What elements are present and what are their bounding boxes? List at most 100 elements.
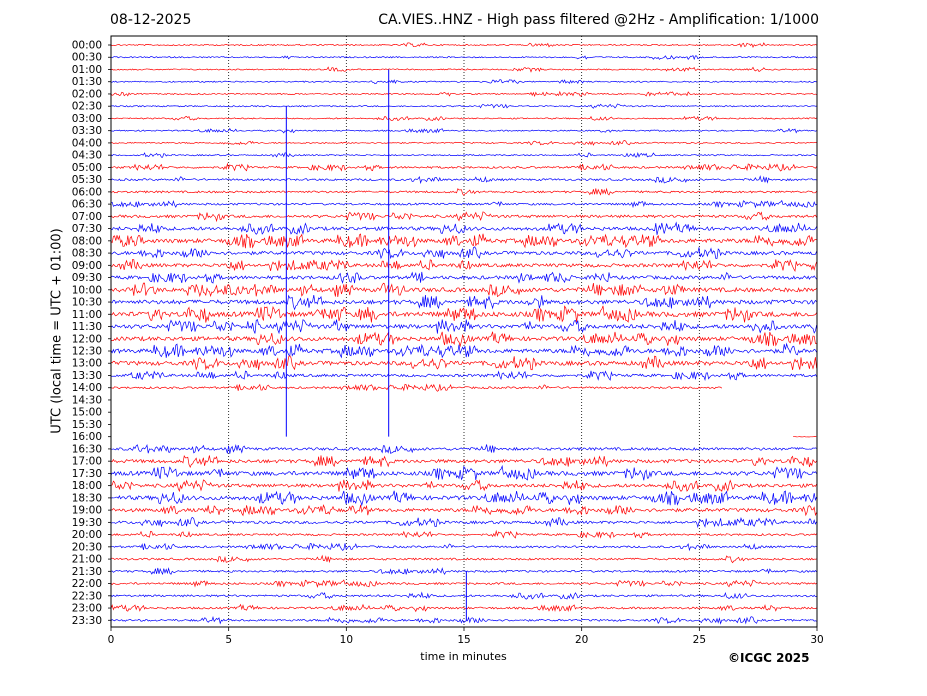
y-tick-label: 05:00 — [72, 162, 102, 174]
trace-21:30 — [110, 567, 817, 576]
x-tick-label: 30 — [810, 634, 823, 646]
y-tick-label: 19:00 — [72, 505, 102, 517]
x-tick-label: 25 — [693, 634, 706, 646]
trace-17:00 — [110, 454, 817, 469]
trace-22:30 — [110, 591, 817, 600]
x-axis-ticks: 0 5 10 15 20 25 30 — [108, 627, 824, 646]
y-tick-label: 17:00 — [72, 456, 102, 468]
trace-00:30 — [110, 55, 817, 61]
trace-10:00 — [110, 282, 817, 298]
trace-01:00 — [110, 66, 817, 73]
trace-05:30 — [110, 175, 817, 185]
trace-01:30 — [110, 79, 817, 85]
y-axis-label: UTC (local time = UTC + 01:00) — [49, 228, 65, 434]
y-tick-label: 12:30 — [72, 346, 102, 358]
trace-02:00 — [110, 90, 817, 98]
y-tick-label: 13:00 — [72, 358, 102, 370]
y-tick-label: 01:00 — [72, 64, 102, 76]
x-tick-label: 5 — [225, 634, 232, 646]
y-tick-label: 22:30 — [72, 590, 102, 602]
y-tick-label: 06:00 — [72, 186, 102, 198]
y-tick-label: 15:30 — [72, 419, 102, 431]
y-tick-label: 19:30 — [72, 517, 102, 529]
y-tick-label: 23:00 — [72, 603, 102, 615]
y-tick-label: 21:30 — [72, 566, 102, 578]
y-tick-label: 21:00 — [72, 554, 102, 566]
y-tick-label: 12:00 — [72, 333, 102, 345]
y-tick-label: 06:30 — [72, 199, 102, 211]
y-tick-label: 10:30 — [72, 297, 102, 309]
y-tick-label: 09:30 — [72, 272, 102, 284]
trace-18:30 — [110, 490, 817, 507]
trace-08:30 — [110, 246, 817, 260]
trace-05:00 — [110, 162, 817, 172]
y-tick-label: 07:30 — [72, 223, 102, 235]
y-tick-label: 11:00 — [72, 309, 102, 321]
trace-17:30 — [110, 464, 817, 481]
trace-23:00 — [110, 603, 817, 613]
y-tick-label: 04:30 — [72, 150, 102, 162]
trace-02:30 — [110, 103, 817, 109]
seismic-traces — [110, 42, 817, 625]
seismic-events — [285, 69, 467, 621]
chart-title: CA.VIES..HNZ - High pass filtered @2Hz -… — [378, 12, 819, 28]
y-tick-label: 20:00 — [72, 529, 102, 541]
y-tick-label: 09:00 — [72, 260, 102, 272]
x-tick-label: 0 — [108, 634, 115, 646]
trace-13:00 — [110, 355, 817, 371]
trace-10:30 — [110, 294, 817, 311]
trace-16:30 — [110, 443, 817, 454]
trace-06:00 — [110, 187, 817, 197]
trace-04:30 — [110, 152, 817, 158]
y-tick-label: 18:30 — [72, 492, 102, 504]
trace-16:00 — [793, 436, 817, 438]
trace-00:00 — [110, 42, 817, 48]
y-tick-label: 13:30 — [72, 370, 102, 382]
trace-06:30 — [110, 199, 817, 209]
y-tick-label: 08:00 — [72, 235, 102, 247]
y-tick-label: 22:00 — [72, 578, 102, 590]
trace-03:30 — [110, 127, 817, 134]
y-tick-label: 00:30 — [72, 52, 102, 64]
y-tick-label: 05:30 — [72, 174, 102, 186]
y-tick-label: 11:30 — [72, 321, 102, 333]
y-tick-label: 20:30 — [72, 541, 102, 553]
trace-11:00 — [110, 305, 817, 323]
y-tick-label: 15:00 — [72, 407, 102, 419]
y-tick-label: 07:00 — [72, 211, 102, 223]
x-axis-label: time in minutes — [420, 650, 507, 663]
trace-13:30 — [110, 370, 817, 382]
y-axis-ticks: 00:0000:3001:0001:3002:0002:3003:0003:30… — [72, 40, 111, 627]
y-tick-label: 02:30 — [72, 101, 102, 113]
y-tick-label: 01:30 — [72, 76, 102, 88]
trace-18:00 — [110, 479, 817, 493]
trace-09:30 — [110, 271, 817, 284]
y-tick-label: 23:30 — [72, 615, 102, 627]
trace-04:00 — [110, 140, 817, 146]
x-tick-label: 15 — [457, 634, 470, 646]
y-tick-label: 18:00 — [72, 480, 102, 492]
y-tick-label: 03:30 — [72, 125, 102, 137]
trace-21:00 — [110, 554, 817, 564]
chart-date: 08-12-2025 — [110, 12, 192, 28]
x-tick-label: 10 — [340, 634, 353, 646]
trace-22:00 — [110, 579, 817, 589]
y-tick-label: 02:00 — [72, 88, 102, 100]
trace-08:00 — [110, 233, 817, 249]
copyright-text: ©ICGC 2025 — [728, 651, 810, 665]
x-tick-label: 20 — [575, 634, 588, 646]
trace-23:30 — [110, 616, 817, 625]
trace-09:00 — [110, 258, 817, 273]
trace-07:30 — [110, 221, 817, 235]
plot-frame — [110, 35, 818, 628]
trace-12:30 — [110, 342, 817, 359]
y-tick-label: 04:00 — [72, 137, 102, 149]
trace-07:00 — [110, 211, 817, 223]
y-tick-label: 10:00 — [72, 284, 102, 296]
trace-14:00 — [110, 383, 723, 392]
trace-12:00 — [110, 331, 817, 348]
trace-20:00 — [110, 529, 817, 539]
y-tick-label: 08:30 — [72, 248, 102, 260]
y-tick-label: 14:30 — [72, 394, 102, 406]
